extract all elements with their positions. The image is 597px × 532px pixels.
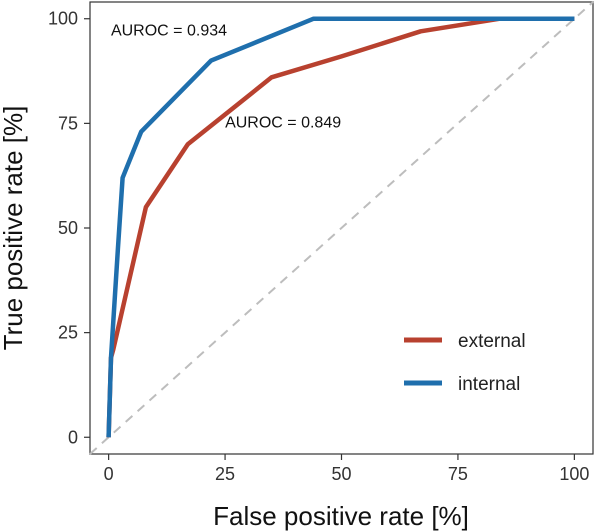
x-axis-title: False positive rate [%] <box>213 501 469 531</box>
y-tick-label: 25 <box>58 323 78 343</box>
x-tick-label: 0 <box>104 464 114 484</box>
reference-line-layer <box>89 1 594 455</box>
auroc-annotation: AUROC = 0.849 <box>225 115 341 132</box>
x-tick-label: 100 <box>559 464 589 484</box>
legend-label-internal: internal <box>458 374 520 395</box>
auroc-annotation: AUROC = 0.934 <box>111 22 227 39</box>
legend-label-external: external <box>458 331 526 352</box>
tick-layer: 0 25 50 75 100 0 25 50 75 100 <box>48 9 589 484</box>
roc-curve-internal <box>106 16 575 438</box>
x-tick-label: 75 <box>448 464 468 484</box>
y-tick-label: 75 <box>58 113 78 133</box>
legend: external internal <box>404 331 526 395</box>
x-tick-label: 50 <box>331 464 351 484</box>
y-tick-label: 0 <box>68 427 78 447</box>
y-tick-label: 100 <box>48 9 78 29</box>
y-tick-label: 50 <box>58 218 78 238</box>
annotation-layer: AUROC = 0.934 AUROC = 0.849 <box>111 22 341 131</box>
x-tick-label: 25 <box>215 464 235 484</box>
chance-diagonal-line <box>89 1 594 455</box>
y-axis-title: True positive rate [%] <box>0 106 28 351</box>
series-layer <box>106 16 575 438</box>
